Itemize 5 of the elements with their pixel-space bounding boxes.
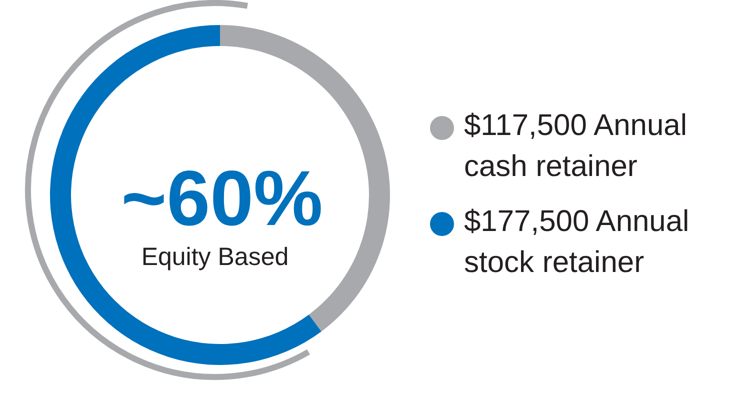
text: Equity Based xyxy=(141,243,289,271)
text: ~60% xyxy=(121,154,323,242)
donut-slice xyxy=(50,25,322,365)
legend-label: $117,500 Annual cash retainer xyxy=(464,108,688,185)
legend-label: $177,500 Annual stock retainer xyxy=(464,204,690,281)
